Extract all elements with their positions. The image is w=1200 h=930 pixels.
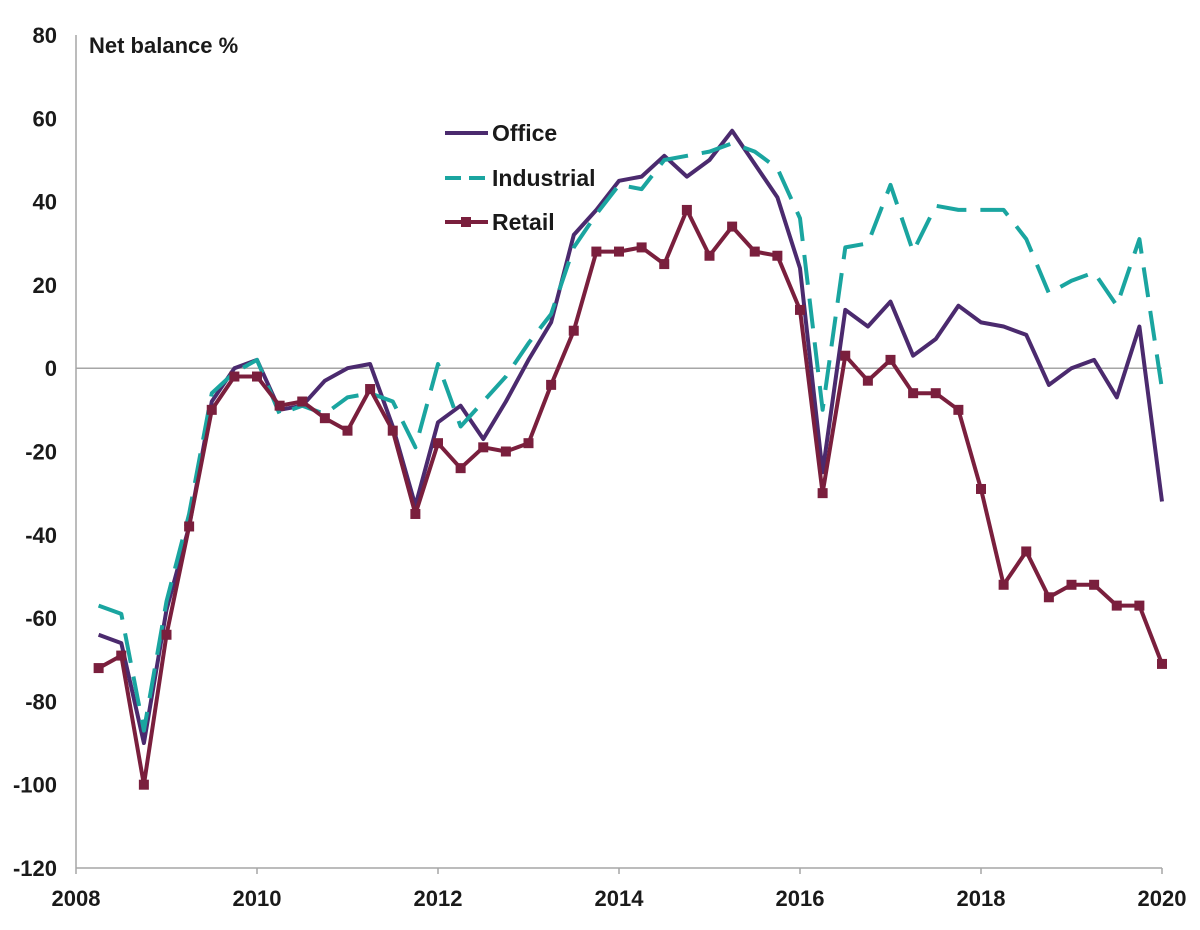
legend-label-industrial: Industrial: [492, 165, 596, 191]
x-tick-label: 2014: [595, 886, 645, 911]
x-tick-label: 2008: [52, 886, 101, 911]
series-marker-retail: [252, 371, 262, 382]
series-marker-retail: [636, 242, 647, 253]
series-marker-retail: [681, 204, 692, 215]
y-tick-label: -120: [13, 856, 57, 881]
series-marker-retail: [184, 521, 195, 532]
series-marker-retail: [976, 483, 986, 494]
series-marker-retail: [274, 400, 285, 411]
series-marker-retail: [342, 425, 353, 436]
series-marker-retail: [93, 663, 104, 674]
axes-layer: 80 60 40 20 0 -20 -40 -60 -80 -100 -120 2008 2010 201…: [13, 23, 1187, 911]
series-marker-retail: [365, 384, 376, 395]
series-marker-retail: [500, 446, 511, 457]
series-marker-retail: [319, 413, 330, 424]
series-marker-retail: [433, 438, 443, 449]
y-axis-label: Net balance %: [89, 33, 238, 58]
series-marker-retail: [546, 379, 557, 390]
series-marker-retail: [1111, 600, 1122, 611]
legend-label-office: Office: [492, 120, 557, 146]
series-marker-retail: [795, 304, 805, 315]
series-marker-retail: [455, 463, 466, 474]
series-marker-retail: [297, 396, 308, 407]
series-marker-retail: [1021, 546, 1032, 557]
y-tick-label: 0: [45, 356, 57, 381]
series-marker-retail: [523, 438, 534, 449]
series-marker-retail: [116, 650, 127, 661]
series-line-office: [97, 128, 1164, 745]
legend-label-retail: Retail: [492, 209, 555, 235]
series-marker-retail: [1134, 600, 1145, 611]
series-marker-retail: [206, 404, 217, 415]
series-marker-retail: [1066, 579, 1077, 590]
series-line-industrial: [97, 141, 1164, 733]
series-marker-retail: [727, 221, 738, 232]
y-tick-label: -60: [25, 606, 57, 631]
y-tick-label: 80: [33, 23, 57, 48]
series-layer: [93, 128, 1167, 790]
series-marker-retail: [568, 325, 579, 336]
series-marker-retail: [840, 350, 851, 361]
series-marker-retail: [704, 250, 715, 261]
y-tick-label: -80: [25, 689, 57, 714]
series-marker-retail: [749, 246, 760, 257]
legend: Office Industrial Retail: [445, 120, 596, 235]
y-tick-label: -100: [13, 773, 57, 798]
series-marker-retail: [1043, 592, 1054, 603]
y-tick-label: -20: [25, 440, 57, 465]
series-marker-retail: [410, 508, 421, 519]
legend-marker-retail: [461, 217, 471, 227]
series-marker-retail: [138, 779, 149, 790]
series-marker-retail: [161, 629, 172, 640]
series-marker-retail: [885, 354, 896, 365]
series-marker-retail: [659, 259, 670, 270]
series-marker-retail: [930, 388, 941, 399]
y-tick-label: 20: [33, 273, 57, 298]
series-marker-retail: [1157, 658, 1167, 669]
x-tick-label: 2012: [414, 886, 463, 911]
y-tick-label: -40: [25, 523, 57, 548]
x-tick-label: 2018: [957, 886, 1006, 911]
series-marker-retail: [772, 250, 783, 261]
series-marker-retail: [908, 388, 919, 399]
x-tick-label: 2016: [776, 886, 825, 911]
series-marker-retail: [614, 246, 624, 257]
series-marker-retail: [387, 425, 398, 436]
series-marker-retail: [953, 404, 964, 415]
series-marker-retail: [229, 371, 240, 382]
series-marker-retail: [478, 442, 489, 453]
x-tick-label: 2020: [1138, 886, 1187, 911]
series-marker-retail: [862, 375, 873, 386]
x-tick-label: 2010: [233, 886, 282, 911]
series-marker-retail: [1089, 579, 1100, 590]
series-marker-retail: [998, 579, 1009, 590]
y-tick-label: 40: [33, 190, 57, 215]
series-marker-retail: [817, 488, 828, 499]
series-marker-retail: [591, 246, 602, 257]
y-tick-label: 60: [33, 106, 57, 131]
series-line-retail: [97, 207, 1164, 787]
